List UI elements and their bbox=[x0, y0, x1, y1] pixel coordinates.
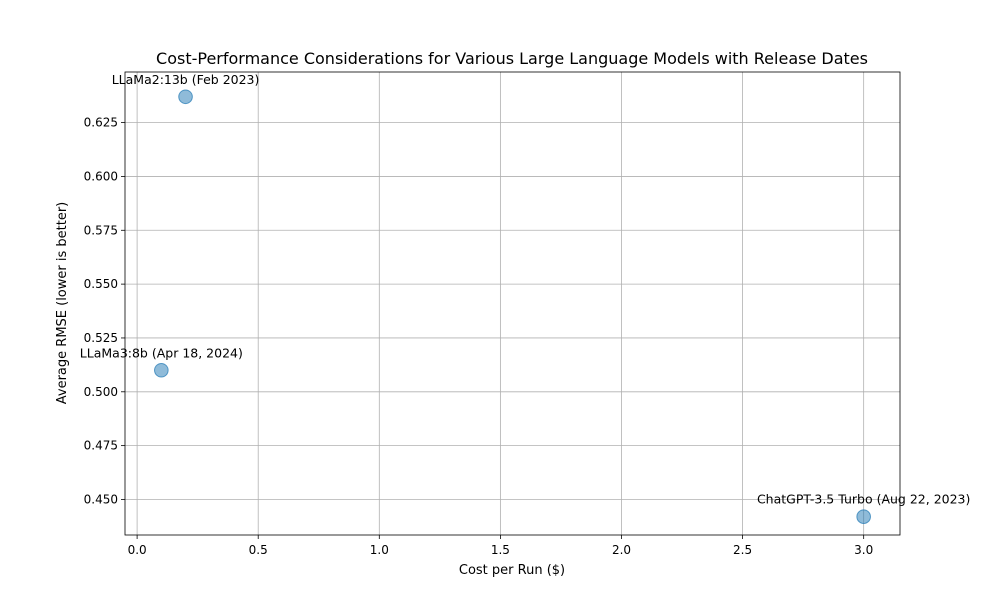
y-tick-label: 0.500 bbox=[84, 385, 118, 399]
y-tick-label: 0.600 bbox=[84, 169, 118, 183]
data-point bbox=[178, 89, 193, 105]
data-point bbox=[856, 509, 871, 524]
x-tick-label: 2.0 bbox=[612, 543, 631, 557]
plot-frame bbox=[124, 71, 901, 536]
y-tick-label: 0.625 bbox=[84, 116, 118, 130]
x-tick-label: 0.0 bbox=[128, 543, 147, 557]
x-tick-label: 0.5 bbox=[249, 543, 268, 557]
chart-title: Cost-Performance Considerations for Vari… bbox=[156, 49, 868, 68]
x-tick-label: 2.5 bbox=[733, 543, 752, 557]
x-tick-label: 3.0 bbox=[854, 543, 873, 557]
point-labels: LLaMa2:13b (Feb 2023) LLaMa3:8b (Apr 18, … bbox=[80, 72, 971, 507]
axes: 0.0 0.5 1.0 1.5 2.0 2.5 3.0 0.450 0.475 0.500 0.52… bbox=[84, 71, 901, 557]
y-tick-label: 0.450 bbox=[84, 492, 118, 506]
y-tick-label: 0.525 bbox=[84, 331, 118, 345]
point-label: LLaMa2:13b (Feb 2023) bbox=[112, 72, 260, 87]
data-point bbox=[154, 362, 169, 378]
y-tick-label: 0.475 bbox=[84, 439, 118, 453]
x-tick-label: 1.5 bbox=[491, 543, 510, 557]
point-label: LLaMa3:8b (Apr 18, 2024) bbox=[80, 345, 243, 360]
point-label: ChatGPT-3.5 Turbo (Aug 22, 2023) bbox=[757, 492, 970, 507]
grid-lines bbox=[125, 72, 900, 535]
data-points bbox=[154, 89, 871, 524]
x-axis-label: Cost per Run ($) bbox=[459, 563, 565, 578]
y-axis-label: Average RMSE (lower is better) bbox=[55, 202, 70, 404]
y-tick-label: 0.575 bbox=[84, 223, 118, 237]
x-tick-label: 1.0 bbox=[370, 543, 389, 557]
y-tick-label: 0.550 bbox=[84, 277, 118, 291]
